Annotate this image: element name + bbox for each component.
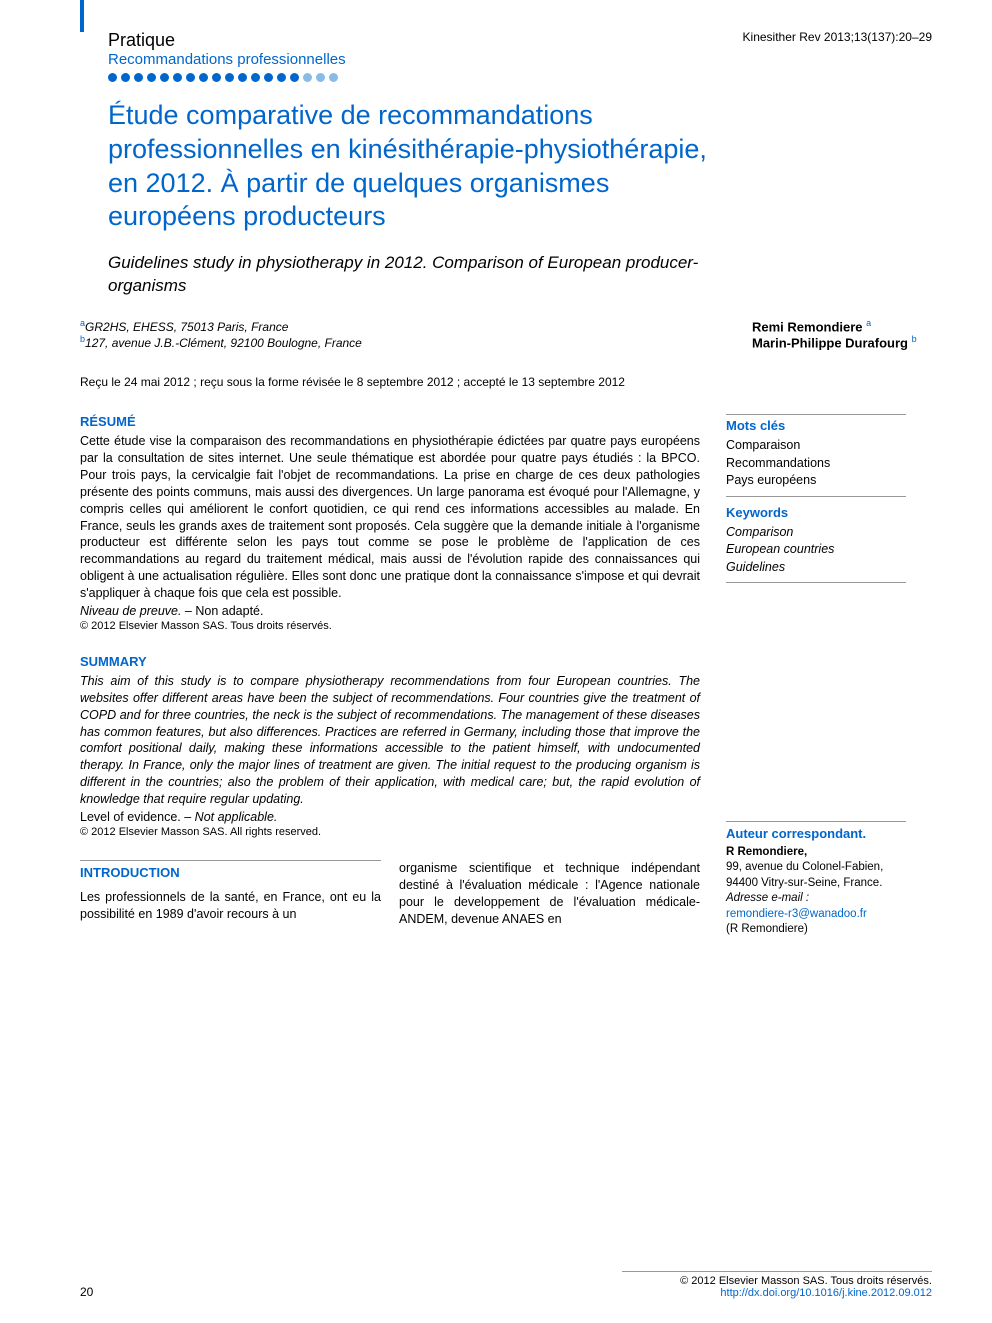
accent-bar bbox=[80, 0, 84, 32]
decoration-dot bbox=[277, 73, 286, 82]
author-line: Marin-Philippe Durafourg b bbox=[752, 334, 932, 350]
summary-copyright: © 2012 Elsevier Masson SAS. All rights r… bbox=[80, 826, 700, 838]
affiliation-line: aGR2HS, EHESS, 75013 Paris, France bbox=[80, 318, 362, 334]
resume-level-label: Niveau de preuve. – bbox=[80, 604, 192, 618]
corresponding-heading: Auteur correspondant. bbox=[726, 825, 906, 843]
summary-level-value: Not applicable. bbox=[195, 810, 278, 824]
decoration-dot bbox=[329, 73, 338, 82]
summary-body: This aim of this study is to compare phy… bbox=[80, 673, 700, 808]
email-label: Adresse e-mail : bbox=[726, 892, 809, 904]
decoration-dot bbox=[290, 73, 299, 82]
journal-citation: Kinesither Rev 2013;13(137):20–29 bbox=[743, 30, 932, 44]
mots-cles-list: ComparaisonRecommandationsPays européens bbox=[726, 437, 906, 497]
affiliations-authors-row: aGR2HS, EHESS, 75013 Paris, Franceb127, … bbox=[80, 318, 932, 351]
affiliations: aGR2HS, EHESS, 75013 Paris, Franceb127, … bbox=[80, 318, 362, 351]
page-number: 20 bbox=[80, 1285, 93, 1299]
corresponding-author-box: Auteur correspondant. R Remondiere, 99, … bbox=[726, 825, 906, 938]
decoration-dot bbox=[264, 73, 273, 82]
keywords-item: Guidelines bbox=[726, 559, 906, 577]
intro-text-2: organisme scientifique et technique indé… bbox=[399, 861, 700, 926]
submission-dates: Reçu le 24 mai 2012 ; reçu sous la forme… bbox=[80, 375, 640, 391]
corresponding-name: R Remondiere, bbox=[726, 845, 906, 861]
decoration-dot bbox=[316, 73, 325, 82]
decoration-dot bbox=[134, 73, 143, 82]
keywords-list: ComparisonEuropean countriesGuidelines bbox=[726, 524, 906, 584]
sidebar-column: Mots clés ComparaisonRecommandationsPays… bbox=[726, 414, 906, 938]
keywords-heading: Keywords bbox=[726, 505, 906, 520]
resume-body: Cette étude vise la comparaison des reco… bbox=[80, 433, 700, 602]
mots-cles-item: Pays européens bbox=[726, 472, 906, 490]
introduction-section: INTRODUCTION Les professionnels de la sa… bbox=[80, 860, 700, 928]
affiliation-line: b127, avenue J.B.-Clément, 92100 Boulogn… bbox=[80, 334, 362, 350]
dots-decoration bbox=[108, 70, 346, 85]
decoration-dot bbox=[160, 73, 169, 82]
footer: 20 © 2012 Elsevier Masson SAS. Tous droi… bbox=[80, 1271, 932, 1299]
decoration-dot bbox=[147, 73, 156, 82]
summary-heading: SUMMARY bbox=[80, 654, 700, 669]
header-row: Pratique Recommandations professionnelle… bbox=[80, 30, 932, 95]
authors: Remi Remondiere aMarin-Philippe Durafour… bbox=[752, 318, 932, 351]
article-title-fr: Étude comparative de recommandations pro… bbox=[108, 99, 708, 234]
main-content-grid: RÉSUMÉ Cette étude vise la comparaison d… bbox=[80, 414, 932, 938]
decoration-dot bbox=[251, 73, 260, 82]
sidebar-spacer bbox=[726, 591, 906, 821]
introduction-heading: INTRODUCTION bbox=[80, 864, 381, 882]
decoration-dot bbox=[199, 73, 208, 82]
decoration-dot bbox=[108, 73, 117, 82]
decoration-dot bbox=[303, 73, 312, 82]
footer-doi[interactable]: http://dx.doi.org/10.1016/j.kine.2012.09… bbox=[622, 1287, 932, 1299]
corresponding-address: 99, avenue du Colonel-Fabien, 94400 Vitr… bbox=[726, 860, 906, 891]
decoration-dot bbox=[212, 73, 221, 82]
summary-level: Level of evidence. – Not applicable. bbox=[80, 810, 700, 824]
mots-cles-item: Comparaison bbox=[726, 437, 906, 455]
article-title-en: Guidelines study in physiotherapy in 201… bbox=[108, 252, 708, 298]
keywords-item: Comparison bbox=[726, 524, 906, 542]
decoration-dot bbox=[225, 73, 234, 82]
resume-copyright: © 2012 Elsevier Masson SAS. Tous droits … bbox=[80, 620, 700, 632]
decoration-dot bbox=[173, 73, 182, 82]
intro-col-2: organisme scientifique et technique indé… bbox=[399, 860, 700, 928]
decoration-dot bbox=[186, 73, 195, 82]
section-label: Pratique bbox=[108, 30, 346, 51]
decoration-dot bbox=[121, 73, 130, 82]
main-left-column: RÉSUMÉ Cette étude vise la comparaison d… bbox=[80, 414, 700, 938]
keywords-item: European countries bbox=[726, 541, 906, 559]
author-line: Remi Remondiere a bbox=[752, 318, 932, 334]
decoration-dot bbox=[238, 73, 247, 82]
footer-right: © 2012 Elsevier Masson SAS. Tous droits … bbox=[622, 1271, 932, 1299]
mots-cles-heading: Mots clés bbox=[726, 418, 906, 433]
resume-level-value: Non adapté. bbox=[192, 604, 264, 618]
corresponding-paren: (R Remondiere) bbox=[726, 922, 906, 938]
intro-text-1: Les professionnels de la santé, en Franc… bbox=[80, 890, 381, 921]
mots-cles-item: Recommandations bbox=[726, 455, 906, 473]
resume-heading: RÉSUMÉ bbox=[80, 414, 700, 429]
footer-copyright: © 2012 Elsevier Masson SAS. Tous droits … bbox=[622, 1275, 932, 1287]
summary-level-label: Level of evidence. – bbox=[80, 810, 195, 824]
intro-col-1: INTRODUCTION Les professionnels de la sa… bbox=[80, 860, 381, 928]
corresponding-email[interactable]: remondiere-r3@wanadoo.fr bbox=[726, 908, 867, 920]
subsection-label: Recommandations professionnelles bbox=[108, 51, 346, 68]
resume-level: Niveau de preuve. – Non adapté. bbox=[80, 604, 700, 618]
